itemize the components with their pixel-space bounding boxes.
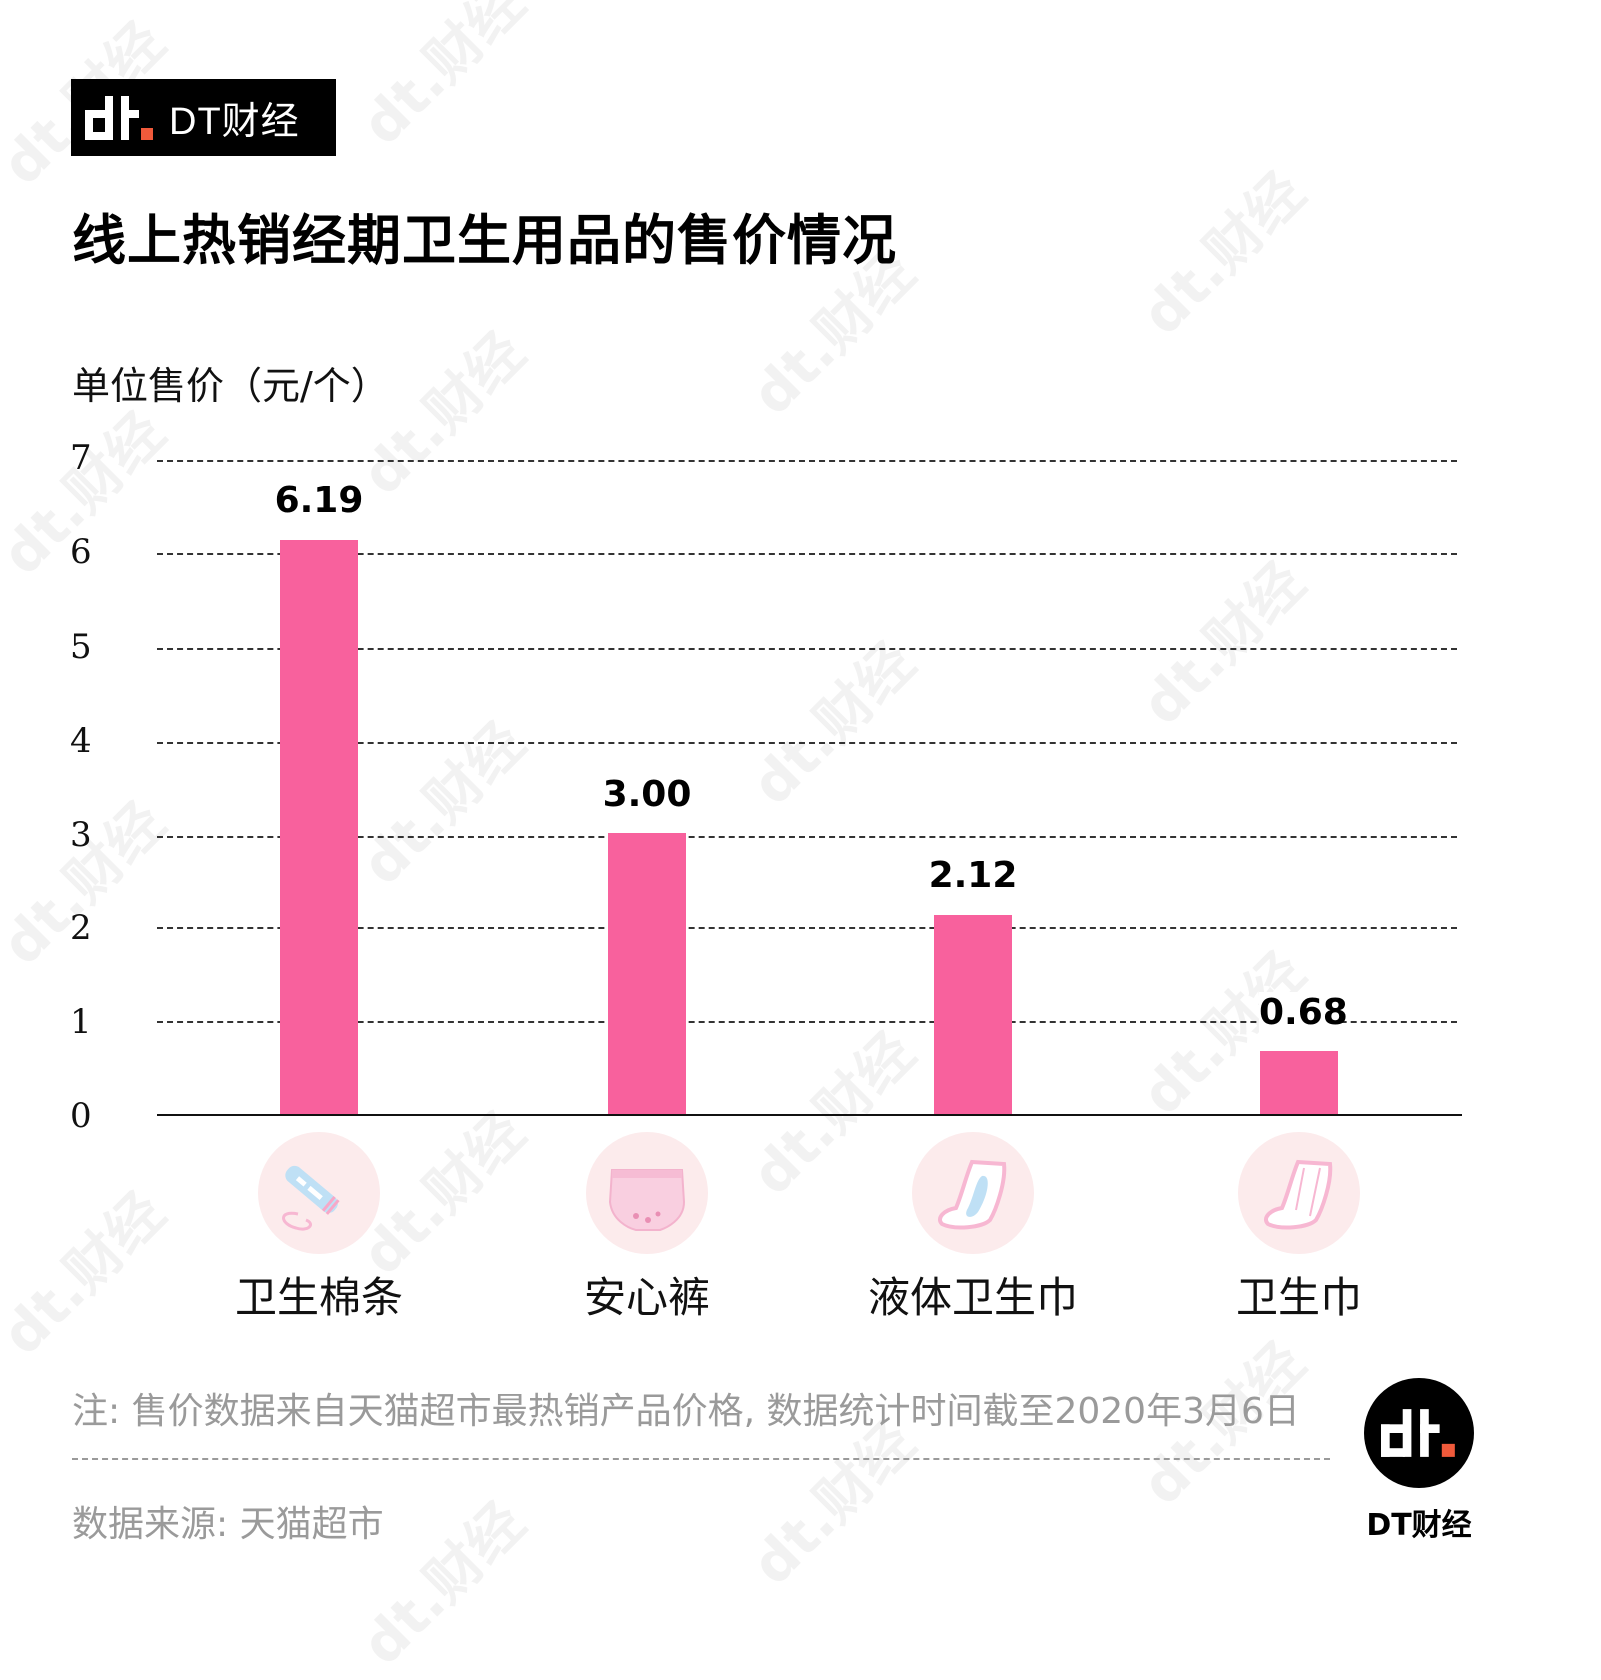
y-tick: 5 <box>70 627 92 667</box>
liquid-pad-icon <box>912 1132 1034 1254</box>
bar-value-label: 6.19 <box>274 480 364 521</box>
gridline <box>157 460 1457 462</box>
y-tick: 1 <box>70 1002 92 1042</box>
period-pants-icon <box>586 1132 708 1254</box>
category-label: 液体卫生巾 <box>867 1273 1078 1322</box>
x-axis-line <box>157 1114 1462 1116</box>
category-label: 安心裤 <box>583 1273 710 1322</box>
gridline <box>157 648 1457 650</box>
tampon-icon <box>258 1132 380 1254</box>
y-tick: 0 <box>70 1096 92 1136</box>
watermark: dt.财经 <box>1129 550 1318 738</box>
y-tick: 3 <box>70 815 92 855</box>
gridline <box>157 553 1457 555</box>
watermark: dt.财经 <box>1129 160 1318 348</box>
gridline <box>157 1021 1457 1023</box>
watermark: dt.财经 <box>0 1180 178 1368</box>
logo-caption: DT财经 <box>1366 1508 1472 1543</box>
y-tick: 6 <box>70 532 92 572</box>
bar-value-label: 3.00 <box>602 774 692 815</box>
category-label: 卫生棉条 <box>234 1273 403 1322</box>
gridline <box>157 836 1457 838</box>
sanitary-pad-icon <box>1238 1132 1360 1254</box>
footnote: 注: 售价数据来自天猫超市最热销产品价格, 数据统计时间截至2020年3月6日 <box>72 1391 1300 1432</box>
watermark: dt.财经 <box>739 630 928 818</box>
bar-value-label: 0.68 <box>1259 992 1348 1033</box>
data-source: 数据来源: 天猫超市 <box>72 1504 384 1545</box>
brand-badge: DT财经 <box>71 79 336 156</box>
y-tick: 4 <box>70 721 92 761</box>
footer-divider <box>72 1458 1330 1460</box>
y-tick: 7 <box>70 438 92 478</box>
watermark: dt.财经 <box>349 0 538 158</box>
watermark: dt.财经 <box>739 1020 928 1208</box>
y-axis-label: 单位售价（元/个） <box>72 364 389 408</box>
bar-sanitary-pad <box>1260 1051 1338 1114</box>
watermark: dt.财经 <box>349 710 538 898</box>
dt-logo-icon <box>1364 1378 1474 1488</box>
chart-title: 线上热销经期卫生用品的售价情况 <box>72 209 897 272</box>
bar-value-label: 2.12 <box>928 855 1018 896</box>
gridline <box>157 927 1457 929</box>
gridline <box>157 742 1457 744</box>
bar-period-pants <box>608 833 686 1114</box>
bar-liquid-pad <box>934 915 1012 1114</box>
y-tick: 2 <box>70 908 92 948</box>
brand-name: DT财经 <box>169 101 300 143</box>
bar-tampon <box>280 540 358 1114</box>
dt-logo-icon <box>85 95 153 140</box>
category-label: 卫生巾 <box>1235 1273 1362 1322</box>
watermark: dt.财经 <box>0 790 178 978</box>
